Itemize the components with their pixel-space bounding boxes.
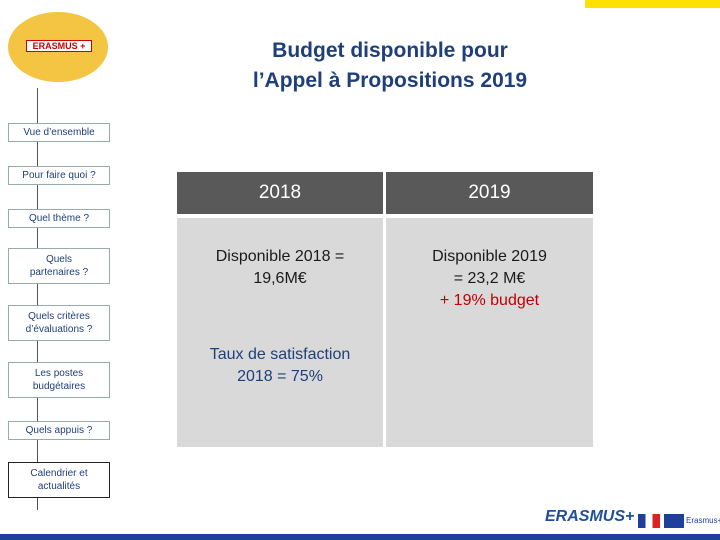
title-line: l’Appel à Propositions 2019 — [252, 69, 528, 92]
nav-item[interactable]: Les postes budgétaires — [8, 362, 110, 398]
cell-line: Disponible 2018 = — [215, 248, 345, 265]
table-header: 2019 — [386, 172, 593, 214]
cell-line: 2018 = 75% — [237, 368, 323, 385]
table-header: 2018 — [177, 172, 383, 214]
cell-line: 19,6M€ — [253, 270, 307, 287]
title-line: Budget disponible pour — [272, 39, 508, 62]
table-cell: Disponible 2019 = 23,2 M€ + 19% budget — [386, 218, 593, 447]
nav-item[interactable]: Calendrier et actualités — [8, 462, 110, 498]
eu-text: Erasmus+ — [686, 516, 720, 525]
accent-bar — [585, 0, 720, 8]
nav-item[interactable]: Pour faire quoi ? — [8, 166, 110, 185]
nav-item[interactable]: Quels appuis ? — [8, 421, 110, 440]
nav-item[interactable]: Quel thème ? — [8, 209, 110, 228]
footer-bar — [0, 534, 720, 540]
logo-text: ERASMUS + — [26, 40, 92, 52]
cell-line: = 23,2 M€ — [453, 270, 526, 287]
nav-line — [37, 88, 38, 510]
logo: ERASMUS + — [8, 12, 108, 82]
nav-item[interactable]: Vue d’ensemble — [8, 123, 110, 142]
cell-line: Disponible 2019 — [432, 248, 547, 265]
table-cell: Disponible 2018 = 19,6M€ Taux de satisfa… — [177, 218, 383, 447]
flag-eu — [664, 514, 684, 528]
title: Budget disponible pour l’Appel à Proposi… — [190, 36, 590, 96]
footer-logo: ERASMUS+ — [545, 508, 635, 525]
cell-note: + 19% budget — [439, 292, 540, 309]
flag-fr — [638, 514, 660, 528]
nav-item[interactable]: Quels partenaires ? — [8, 248, 110, 284]
cell-line: Taux de satisfaction — [209, 346, 351, 363]
nav-item[interactable]: Quels critères d’évaluations ? — [8, 305, 110, 341]
